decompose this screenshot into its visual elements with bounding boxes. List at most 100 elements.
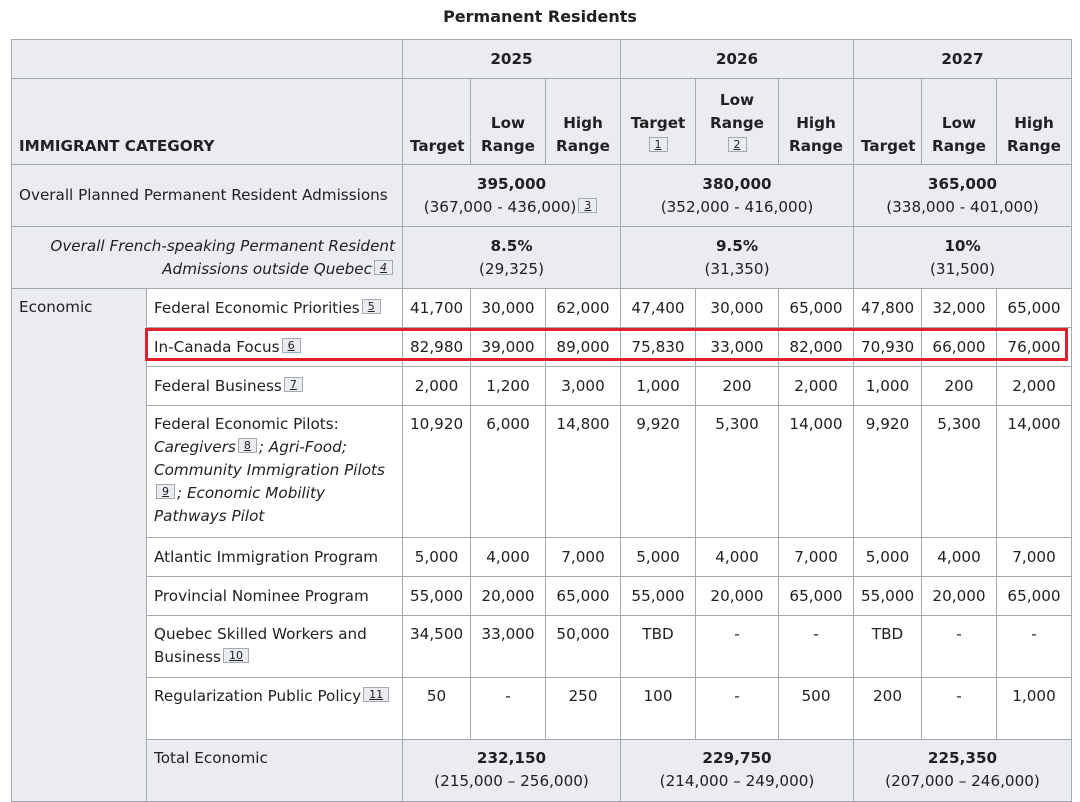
table-row: Economic Federal Economic Priorities 5 41… (11, 288, 1072, 802)
high-cell: 65,000 (778, 576, 854, 616)
total-value: 229,750 (702, 749, 772, 767)
low-cell: 20,000 (470, 576, 546, 616)
low-cell: - (695, 677, 779, 740)
row-label-text: Federal Economic Pilots: (154, 415, 339, 433)
overall-range: (367,000 - 436,000) (423, 197, 577, 216)
row-label-text: Quebec Skilled Workers and Business (154, 625, 367, 666)
target-cell: 9,920 (620, 405, 696, 538)
overall-2027: 365,000 (338,000 - 401,000) (853, 164, 1072, 227)
french-2027: 10% (31,500) (853, 226, 1072, 289)
footnote-link[interactable]: 9 (156, 484, 175, 499)
low-cell: 39,000 (470, 327, 546, 367)
target-cell: 10,920 (402, 405, 471, 538)
low-cell: 4,000 (470, 537, 546, 577)
row-label-text: ; Economic Mobility Pathways Pilot (154, 484, 325, 525)
target-cell: 55,000 (620, 576, 696, 616)
french-2025: 8.5% (29,325) (402, 226, 621, 289)
row-label-text: Federal Economic Priorities (154, 298, 360, 317)
row-label-text: In-Canada Focus (154, 337, 280, 356)
target-cell: 47,800 (853, 288, 922, 328)
high-cell: 50,000 (545, 615, 621, 678)
low-cell: 1,200 (470, 366, 546, 406)
target-cell: 5,000 (402, 537, 471, 577)
target-cell: 75,830 (620, 327, 696, 367)
target-cell: 5,000 (853, 537, 922, 577)
total-value: 225,350 (927, 749, 998, 767)
year-header-2027: 2027 (853, 39, 1072, 79)
high-cell: 250 (545, 677, 621, 740)
footnote-link[interactable]: 2 (727, 137, 747, 152)
low-cell: 5,300 (695, 405, 779, 538)
target-cell: 55,000 (853, 576, 922, 616)
footnote-link[interactable]: 6 (281, 337, 301, 353)
row-label-text: Regularization Public Policy (154, 687, 362, 705)
low-cell: 33,000 (470, 615, 546, 678)
footnote-link[interactable]: 10 (222, 648, 249, 663)
row-label: Federal Economic Priorities 5 (146, 288, 403, 328)
high-cell: 65,000 (996, 576, 1072, 616)
total-2027: 225,350 (207,000 – 246,000) (853, 739, 1072, 802)
total-range: (215,000 – 256,000) (434, 772, 589, 790)
footnote-link[interactable]: 8 (237, 438, 257, 453)
footnote-link[interactable]: 11 (363, 687, 390, 702)
high-cell: 62,000 (545, 288, 621, 328)
low-cell: - (470, 677, 546, 740)
low-cell: 30,000 (470, 288, 546, 328)
high-cell: 65,000 (996, 288, 1072, 328)
footnote-link[interactable]: 3 (578, 197, 598, 213)
permanent-residents-table: 2025 2026 2027 IMMIGRANT CATEGORY Target… (11, 39, 1072, 802)
overall-range: (352,000 - 416,000) (660, 197, 814, 216)
table-row: Regularization Public Policy 11 50 - 250 … (12, 677, 1072, 740)
footnote-link[interactable]: 5 (361, 298, 381, 314)
target-cell: 200 (853, 677, 922, 740)
row-label: Federal Economic Pilots: Caregivers 8; Agr… (146, 405, 403, 538)
total-2026: 229,750 (214,000 – 249,000) (620, 739, 854, 802)
french-range: (31,350) (704, 259, 770, 278)
low-range-label: Low Range (710, 91, 764, 132)
low-cell: 5,300 (921, 405, 997, 538)
high-cell: 7,000 (996, 537, 1072, 577)
low-cell: 4,000 (921, 537, 997, 577)
total-value: 232,150 (476, 749, 547, 767)
target-cell: 34,500 (402, 615, 471, 678)
french-admissions-label: Overall French-speaking Permanent Reside… (11, 226, 403, 289)
row-label: Provincial Nominee Program (146, 576, 403, 616)
target-cell: TBD (853, 615, 922, 678)
table-row: Federal Business 7 2,000 1,200 3,000 1,00… (12, 366, 1072, 406)
total-2025: 232,150 (215,000 – 256,000) (402, 739, 621, 802)
french-range: (29,325) (479, 259, 544, 278)
low-cell: - (695, 615, 779, 678)
total-range: (214,000 – 249,000) (659, 772, 815, 790)
target-cell: 9,920 (853, 405, 922, 538)
table-caption: Permanent Residents (443, 7, 637, 26)
high-cell: 76,000 (996, 327, 1072, 367)
target-cell: 47,400 (620, 288, 696, 328)
target-cell: 2,000 (402, 366, 471, 406)
low-cell: 66,000 (921, 327, 997, 367)
row-label: Atlantic Immigration Program (146, 537, 403, 577)
low-cell: 33,000 (695, 327, 779, 367)
high-cell: 2,000 (778, 366, 854, 406)
high-cell: 1,000 (996, 677, 1072, 740)
low-cell: 200 (695, 366, 779, 406)
high-cell: - (778, 615, 854, 678)
overall-value: 395,000 (476, 174, 547, 193)
french-label-text: Overall French-speaking Permanent Reside… (50, 236, 395, 278)
row-label-text: Federal Business (154, 376, 282, 395)
total-row: Total Economic 232,150 (215,000 – 256,00… (11, 739, 1072, 802)
target-header: Target 1 (620, 78, 696, 165)
target-cell: 100 (620, 677, 696, 740)
high-cell: 14,000 (778, 405, 854, 538)
low-range-header: Low Range (470, 78, 546, 165)
footnote-link[interactable]: 1 (648, 137, 668, 152)
low-cell: - (921, 677, 997, 740)
footnote-link[interactable]: 4 (374, 259, 393, 275)
french-value: 8.5% (490, 236, 533, 255)
low-cell: 6,000 (470, 405, 546, 538)
table-row: Atlantic Immigration Program 5,000 4,000… (12, 537, 1072, 577)
french-2026: 9.5% (31,350) (620, 226, 854, 289)
high-cell: 89,000 (545, 327, 621, 367)
french-range: (31,500) (930, 259, 995, 278)
footnote-link[interactable]: 7 (283, 376, 303, 392)
row-label: Quebec Skilled Workers and Business 10 (146, 615, 403, 678)
